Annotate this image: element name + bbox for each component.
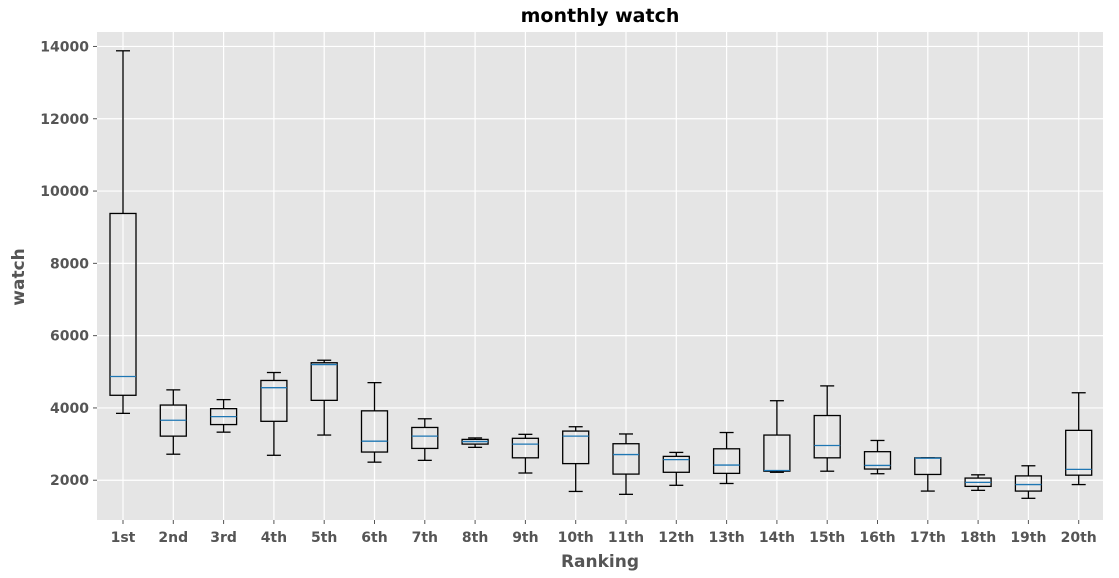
x-tick-label: 10th — [558, 530, 594, 546]
iqr-box — [260, 379, 288, 422]
iqr-box — [662, 455, 690, 473]
y-axis-label: watch — [9, 248, 29, 305]
x-tick-label: 13th — [709, 530, 745, 546]
box-17th — [914, 457, 942, 492]
x-tick-label: 1st — [111, 530, 136, 546]
x-axis-label: Ranking — [561, 552, 639, 572]
grid-lines — [97, 32, 1103, 520]
chart-title: monthly watch — [521, 5, 680, 27]
y-tick-label: 4000 — [50, 401, 89, 417]
iqr-box — [360, 410, 389, 453]
x-tick-label: 14th — [759, 530, 795, 546]
x-tick-label: 19th — [1010, 530, 1046, 546]
box-4th — [260, 371, 288, 456]
x-tick-label: 11th — [608, 530, 644, 546]
x-tick-label: 16th — [859, 530, 895, 546]
x-tick-label: 4th — [261, 530, 287, 546]
box-8th — [461, 437, 489, 448]
x-tick-label: 20th — [1061, 530, 1097, 546]
box-18th — [964, 474, 992, 492]
iqr-box — [310, 362, 338, 401]
box-20th — [1065, 392, 1093, 486]
iqr-box — [612, 443, 640, 475]
x-tick-labels: 1st 2nd 3rd 4th 5th 6th 7th 8th 9th 10th 11th 12th 1… — [111, 520, 1097, 546]
box-12th — [662, 451, 690, 486]
box-10th — [562, 426, 590, 493]
x-tick-label: 12th — [658, 530, 694, 546]
box-15th — [813, 385, 841, 472]
iqr-box — [511, 437, 540, 459]
x-tick-label: 6th — [361, 530, 387, 546]
box-11th — [612, 433, 640, 495]
iqr-box — [863, 451, 892, 470]
y-tick-label: 14000 — [40, 39, 89, 55]
y-tick-label: 10000 — [40, 184, 89, 200]
box-13th — [712, 431, 741, 485]
iqr-box — [562, 430, 590, 465]
box-3rd — [209, 398, 238, 433]
x-tick-label: 17th — [910, 530, 946, 546]
x-tick-label: 7th — [412, 530, 438, 546]
x-tick-label: 2nd — [158, 530, 188, 546]
box-7th — [411, 418, 439, 462]
x-tick-label: 15th — [809, 530, 845, 546]
iqr-box — [712, 448, 741, 475]
x-tick-label: 18th — [960, 530, 996, 546]
box-19th — [1014, 465, 1043, 499]
x-tick-label: 9th — [512, 530, 538, 546]
box-16th — [863, 439, 892, 475]
box-6th — [360, 381, 389, 463]
box-9th — [511, 433, 540, 474]
x-tick-label: 8th — [462, 530, 488, 546]
box-1st — [109, 50, 137, 415]
y-tick-label: 12000 — [40, 112, 89, 128]
y-tick-label: 8000 — [50, 256, 89, 272]
box-14th — [763, 400, 791, 473]
box-2nd — [159, 389, 187, 455]
x-tick-label: 3rd — [210, 530, 237, 546]
iqr-box — [813, 414, 841, 459]
y-tick-label: 6000 — [50, 329, 89, 345]
iqr-box — [1065, 429, 1093, 476]
box-5th — [310, 359, 338, 436]
y-tick-labels: 2000 4000 6000 8000 10000 12000 14000 — [40, 39, 97, 489]
iqr-box — [763, 434, 791, 472]
iqr-box — [109, 212, 137, 396]
box-series — [109, 50, 1093, 499]
iqr-box — [1014, 475, 1043, 492]
iqr-box — [411, 426, 439, 450]
plot-area — [97, 32, 1103, 520]
x-tick-label: 5th — [311, 530, 337, 546]
y-tick-label: 2000 — [50, 473, 89, 489]
